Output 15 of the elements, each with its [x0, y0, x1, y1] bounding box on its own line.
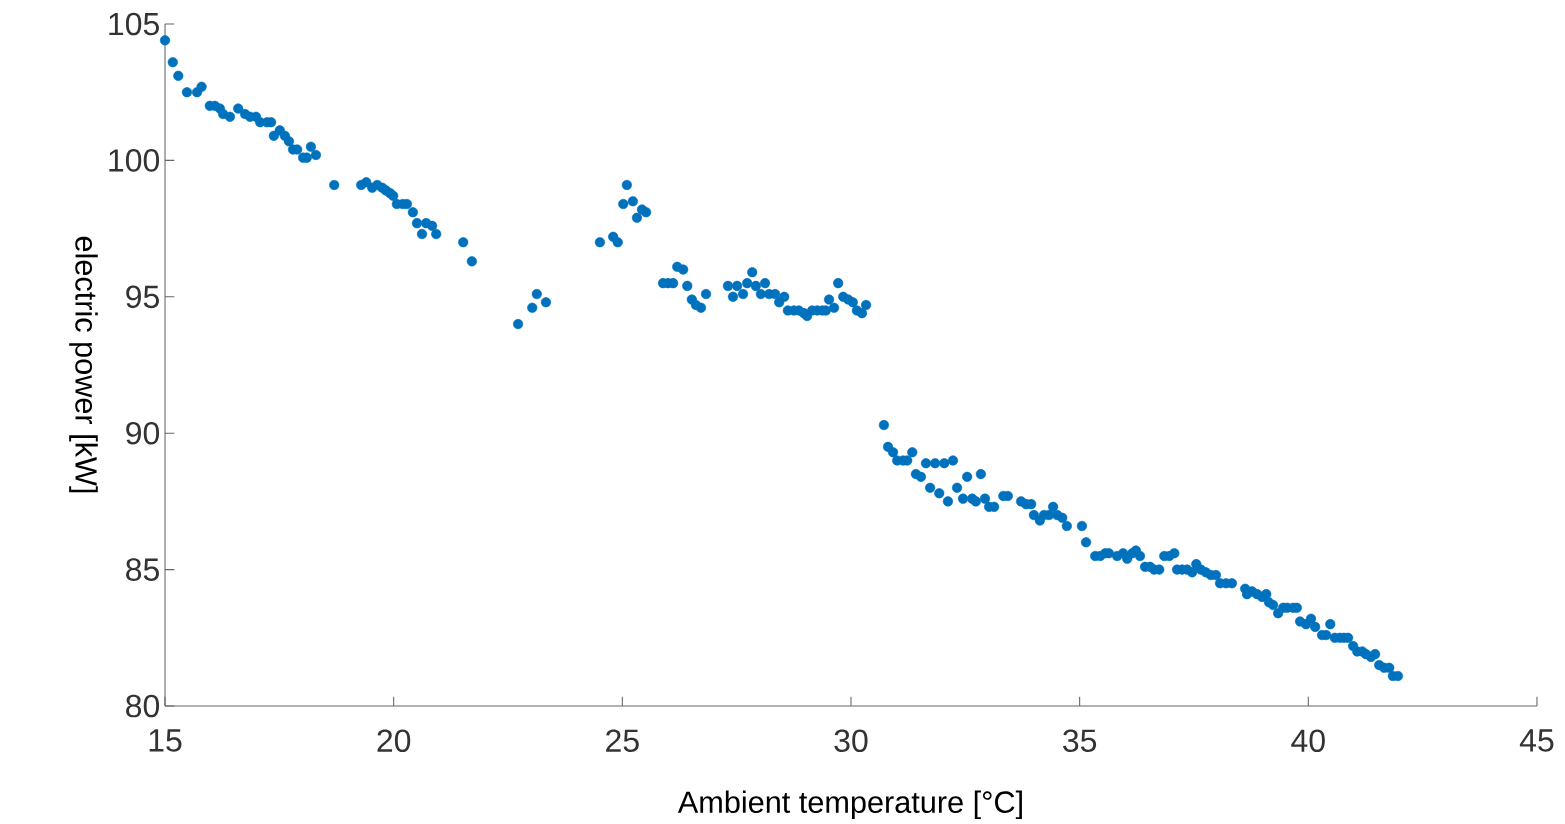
y-tick-label: 85	[126, 558, 159, 582]
x-tick-label: 20	[377, 729, 411, 753]
y-axis-title: electric power [kW]	[69, 237, 98, 493]
y-tick-label: 90	[126, 422, 160, 445]
y-tick-label: 105	[109, 12, 159, 36]
y-tick-label: 95	[126, 285, 159, 309]
x-tick-label: 40	[1291, 729, 1325, 753]
x-tick-label: 35	[1063, 729, 1097, 753]
x-tick-label: 15	[149, 729, 182, 752]
x-tick-label: 30	[834, 729, 868, 753]
x-tick-label: 25	[606, 729, 639, 753]
x-tick-label: 45	[1519, 729, 1554, 752]
y-tick-label: 80	[126, 694, 160, 718]
x-axis-title: Ambient temperature [°C]	[677, 790, 1022, 820]
y-tick-label: 100	[109, 149, 160, 172]
